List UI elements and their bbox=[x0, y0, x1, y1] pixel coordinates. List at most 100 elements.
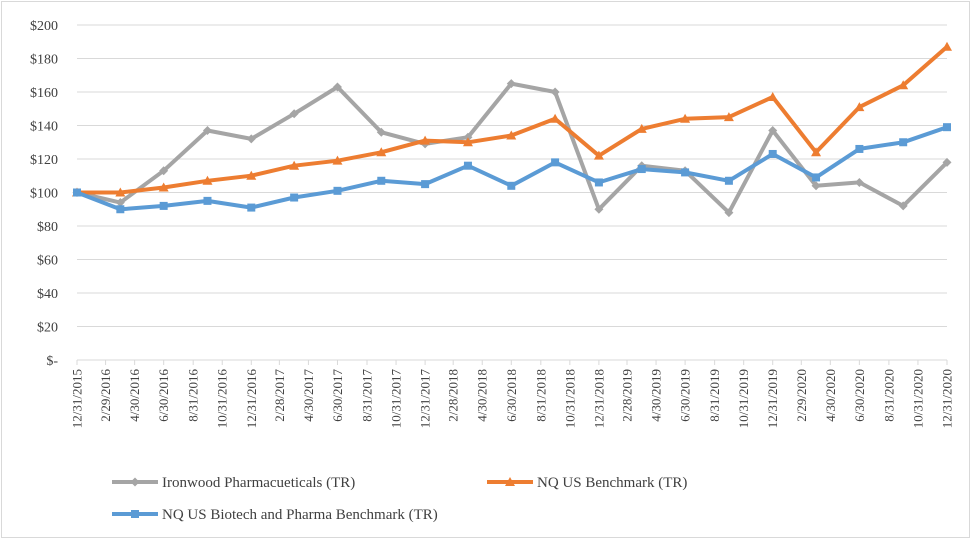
data-point bbox=[332, 82, 342, 92]
x-tick-label: 12/31/2018 bbox=[591, 369, 606, 428]
series-group bbox=[72, 41, 952, 218]
data-point bbox=[811, 181, 821, 191]
x-tick-label: 8/31/2018 bbox=[533, 369, 548, 422]
x-tick-label: 12/31/2020 bbox=[940, 369, 955, 428]
data-point bbox=[333, 186, 342, 195]
series-3 bbox=[73, 123, 951, 214]
data-point bbox=[812, 173, 821, 182]
data-point bbox=[724, 176, 733, 185]
data-point bbox=[855, 144, 864, 153]
legend: Ironwood Pharmacueticals (TR) NQ US Bench… bbox=[112, 475, 687, 523]
x-tick-label: 10/31/2019 bbox=[736, 369, 751, 428]
x-tick-label: 4/30/2017 bbox=[301, 369, 316, 422]
data-point bbox=[421, 180, 430, 189]
data-point bbox=[768, 149, 777, 158]
data-point bbox=[506, 79, 516, 89]
data-point bbox=[131, 510, 139, 518]
y-tick-label: $200 bbox=[30, 19, 58, 34]
data-point bbox=[594, 178, 603, 187]
data-point bbox=[551, 158, 560, 167]
data-point bbox=[332, 155, 343, 165]
series-line bbox=[75, 81, 949, 215]
legend-label: NQ US Benchmark (TR) bbox=[537, 475, 687, 491]
legend-item: NQ US Benchmark (TR) bbox=[487, 475, 687, 491]
x-tick-label: 8/31/2019 bbox=[707, 369, 722, 422]
x-tick-label: 8/31/2016 bbox=[186, 369, 201, 422]
data-point bbox=[203, 196, 212, 205]
x-tick-label: 2/28/2018 bbox=[446, 369, 461, 422]
y-tick-label: $- bbox=[46, 354, 58, 369]
data-point bbox=[247, 203, 256, 212]
data-point bbox=[506, 130, 517, 140]
data-point bbox=[594, 204, 604, 214]
data-point bbox=[898, 201, 908, 211]
data-point bbox=[680, 113, 691, 123]
x-tick-label: 6/30/2018 bbox=[504, 369, 519, 422]
data-point bbox=[115, 187, 126, 197]
data-point bbox=[636, 123, 647, 133]
data-point bbox=[942, 41, 952, 51]
x-tick-label: 4/30/2018 bbox=[475, 369, 490, 422]
x-tick-label: 12/31/2015 bbox=[70, 369, 85, 428]
x-tick-label: 10/31/2017 bbox=[389, 369, 404, 429]
data-point bbox=[507, 181, 516, 190]
data-point bbox=[158, 182, 169, 192]
data-point bbox=[854, 102, 865, 112]
x-tick-label: 2/29/2016 bbox=[98, 369, 113, 422]
x-tick-label: 10/31/2018 bbox=[562, 369, 577, 428]
gridlines bbox=[77, 24, 947, 361]
y-tick-label: $20 bbox=[37, 321, 58, 336]
data-point bbox=[159, 201, 168, 210]
data-point bbox=[550, 87, 560, 97]
x-tick-label: 8/31/2017 bbox=[360, 369, 375, 422]
data-point bbox=[420, 135, 431, 145]
data-point bbox=[854, 177, 864, 187]
x-tick-label: 2/29/2020 bbox=[794, 369, 809, 422]
data-point bbox=[942, 157, 952, 167]
data-point bbox=[593, 150, 604, 160]
data-point bbox=[943, 123, 951, 132]
data-point bbox=[767, 92, 778, 102]
data-point bbox=[377, 176, 386, 185]
x-tick-label: 12/31/2017 bbox=[418, 369, 433, 429]
y-tick-label: $40 bbox=[37, 287, 58, 302]
data-point bbox=[289, 160, 300, 170]
data-point bbox=[724, 208, 734, 218]
data-point bbox=[811, 147, 822, 157]
x-tick-label: 8/31/2020 bbox=[881, 369, 896, 422]
x-tick-label: 4/30/2020 bbox=[823, 369, 838, 422]
x-tick-label: 6/30/2019 bbox=[678, 369, 693, 422]
x-axis: 12/31/2015 2/29/2016 4/30/2016 6/30/2016 8/3… bbox=[70, 360, 955, 428]
x-tick-label: 6/30/2016 bbox=[156, 369, 171, 422]
data-point bbox=[116, 205, 125, 214]
x-tick-label: 12/31/2016 bbox=[244, 369, 259, 429]
data-point bbox=[681, 168, 690, 177]
legend-item: Ironwood Pharmacueticals (TR) bbox=[112, 475, 355, 491]
data-point bbox=[290, 193, 299, 202]
legend-item: NQ US Biotech and Pharma Benchmark (TR) bbox=[112, 507, 438, 523]
y-tick-label: $60 bbox=[37, 254, 58, 269]
data-point bbox=[246, 170, 257, 180]
y-tick-label: $80 bbox=[37, 220, 58, 235]
series-line bbox=[75, 44, 949, 195]
data-point bbox=[246, 134, 256, 144]
data-point bbox=[550, 113, 561, 123]
data-point bbox=[463, 132, 473, 142]
data-point bbox=[130, 477, 140, 487]
x-tick-label: 12/31/2019 bbox=[765, 369, 780, 428]
data-point bbox=[898, 80, 909, 90]
data-point bbox=[637, 165, 646, 174]
y-tick-label: $180 bbox=[30, 53, 58, 68]
x-tick-label: 10/31/2016 bbox=[215, 369, 230, 429]
data-point bbox=[462, 137, 473, 147]
data-point bbox=[505, 477, 515, 486]
data-point bbox=[202, 175, 213, 185]
data-point bbox=[289, 109, 299, 119]
y-tick-label: $120 bbox=[30, 153, 58, 168]
data-point bbox=[115, 198, 125, 208]
y-axis: $- $20 $40 $60 $80 $100 $120 $140 $160 $180 $200 bbox=[30, 19, 58, 369]
x-tick-label: 4/30/2019 bbox=[649, 369, 664, 422]
x-tick-label: 10/31/2020 bbox=[910, 369, 925, 428]
data-point bbox=[376, 147, 387, 157]
